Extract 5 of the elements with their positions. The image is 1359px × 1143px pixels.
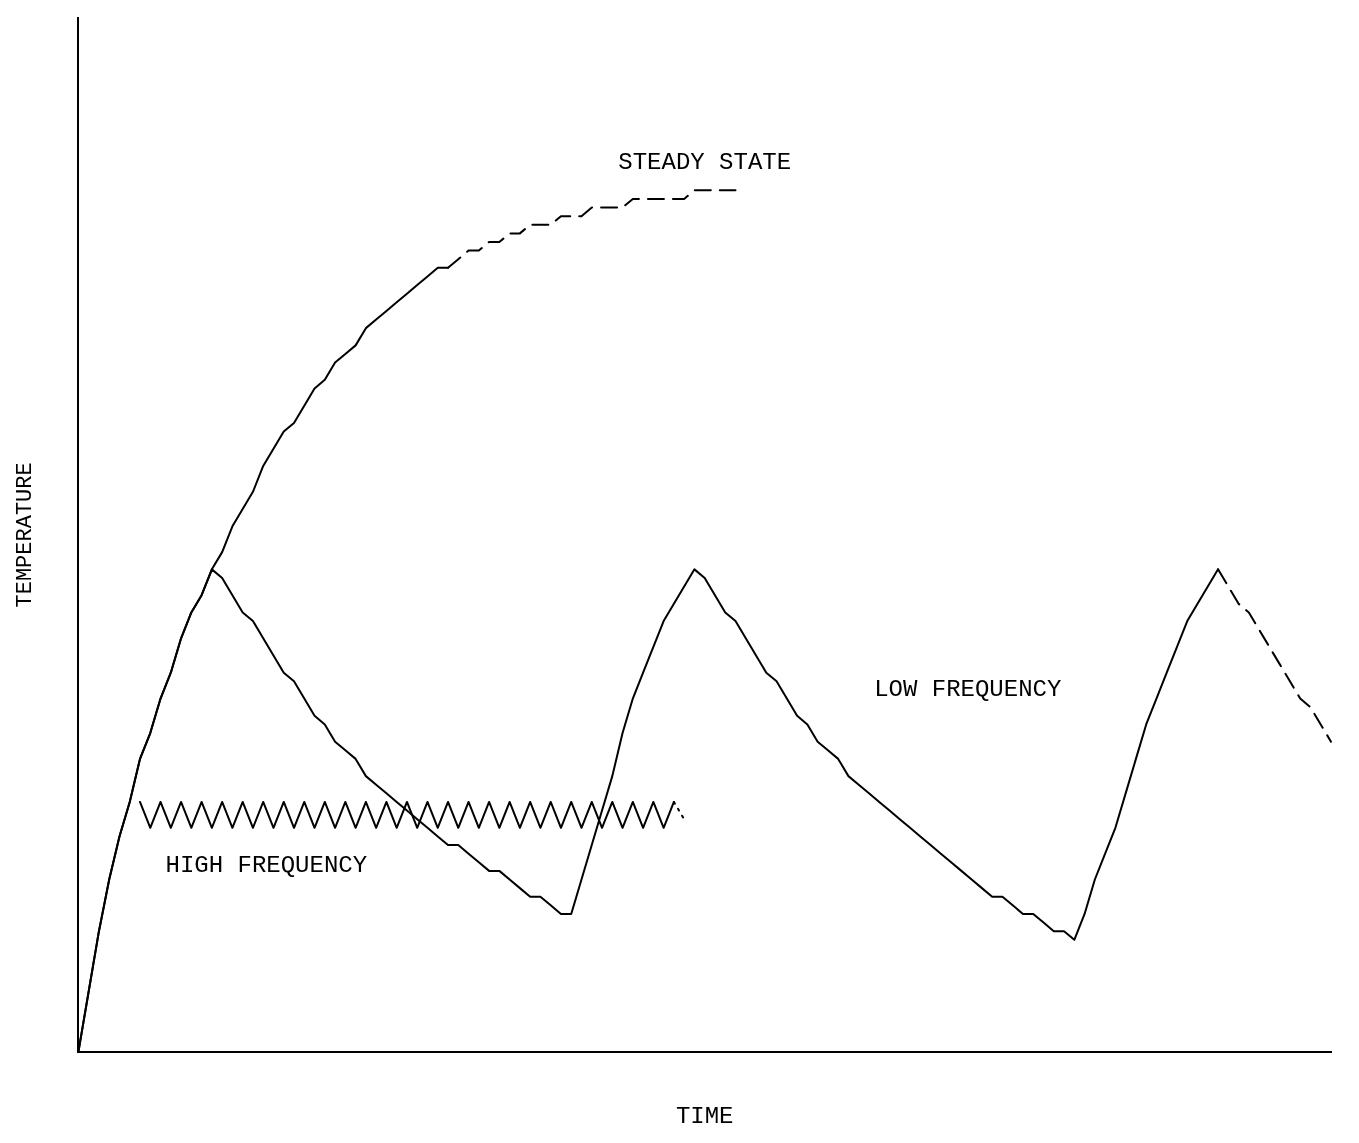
series-label: STEADY STATE <box>618 149 792 177</box>
text: LOW FREQUENCY <box>874 676 1062 704</box>
series-label: HIGH FREQUENCY <box>165 852 368 880</box>
y-axis-title: TEMPERATURE <box>13 462 39 608</box>
x-axis-title: TIME <box>675 1102 734 1130</box>
